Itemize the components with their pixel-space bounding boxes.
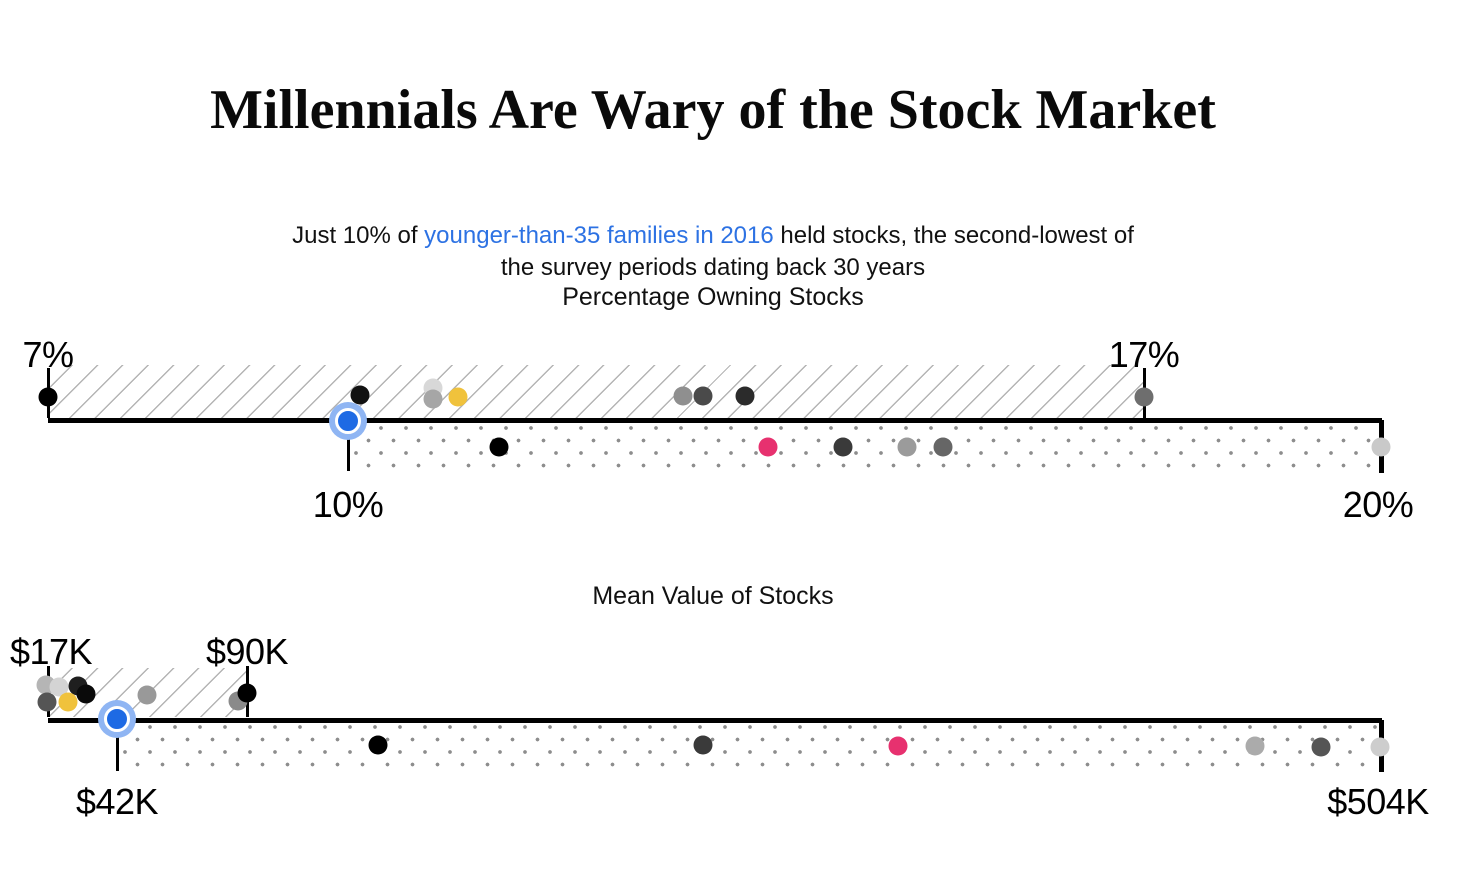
data-dot — [1245, 736, 1265, 756]
data-dot — [693, 735, 713, 755]
chart-title-percentage-owning-stocks: Percentage Owning Stocks — [562, 283, 864, 311]
subtitle-text-prefix: Just 10% of — [292, 222, 425, 249]
data-dot — [423, 389, 443, 409]
data-dot — [1311, 737, 1331, 757]
subtitle: Just 10% of younger-than-35 families in … — [113, 220, 1313, 284]
highlighted-data-dot[interactable] — [104, 706, 130, 732]
axis-tick-label: 17% — [1108, 334, 1180, 375]
data-dot — [489, 437, 509, 457]
data-dot — [368, 735, 388, 755]
data-dot — [933, 437, 953, 457]
axis-tick-label: $90K — [205, 631, 289, 672]
axis-tick-label: 10% — [312, 484, 384, 525]
axis-tick — [115, 722, 119, 771]
data-dot — [237, 683, 257, 703]
axis-line — [48, 718, 1382, 723]
data-dot — [76, 684, 96, 704]
axis-tick-label: 20% — [1342, 484, 1414, 525]
axis-line — [48, 418, 1382, 423]
data-dot — [58, 692, 78, 712]
axis-tick-label: $17K — [9, 631, 93, 672]
data-dot — [673, 386, 693, 406]
axis-tick — [346, 423, 350, 471]
subtitle-text-suffix: held stocks, the second-lowest of the su… — [500, 222, 1134, 281]
data-dot — [137, 685, 157, 705]
data-dot — [350, 385, 370, 405]
axis-tick-label: 7% — [22, 334, 74, 375]
data-dot — [758, 437, 778, 457]
data-dot — [37, 692, 57, 712]
data-dot — [1134, 387, 1154, 407]
axis-tick-label: $504K — [1327, 781, 1429, 822]
data-dot — [38, 387, 58, 407]
data-dot — [1370, 737, 1390, 757]
axis-tick-label: $42K — [75, 781, 159, 822]
dotted-range-band — [348, 423, 1382, 471]
data-dot — [888, 736, 908, 756]
dotted-range-band — [117, 722, 1382, 770]
subtitle-link[interactable]: younger-than-35 families in 2016 — [424, 222, 774, 249]
data-dot — [693, 386, 713, 406]
data-dot — [833, 437, 853, 457]
hatched-range-band — [48, 365, 1144, 418]
data-dot — [49, 677, 69, 697]
data-dot — [897, 437, 917, 457]
chart-title-mean-value-of-stocks: Mean Value of Stocks — [592, 582, 834, 610]
data-dot — [735, 386, 755, 406]
highlighted-data-dot[interactable] — [335, 408, 361, 434]
page-title: Millennials Are Wary of the Stock Market — [210, 78, 1216, 141]
data-dot — [448, 387, 468, 407]
data-dot — [1371, 437, 1391, 457]
